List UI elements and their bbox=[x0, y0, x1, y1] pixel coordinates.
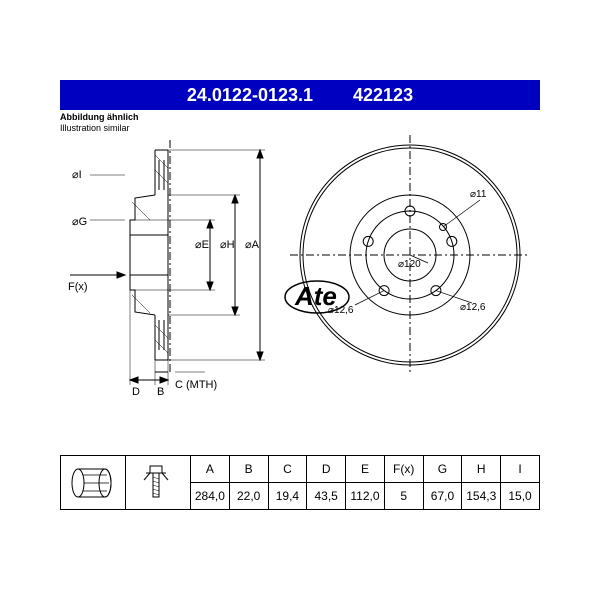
svg-text:Ate: Ate bbox=[294, 281, 337, 311]
part-number-secondary: 422123 bbox=[353, 85, 413, 106]
cell-value: 112,0 bbox=[346, 483, 385, 510]
col-header: E bbox=[346, 456, 385, 483]
dimension-table: A B C D E F(x) G H I 284,0 22,0 19,4 43,… bbox=[60, 455, 540, 510]
technical-diagram: ⌀I ⌀G ⌀E ⌀H ⌀A F(x) D B C (MTH) bbox=[60, 120, 540, 450]
table-header-row: A B C D E F(x) G H I bbox=[61, 456, 540, 483]
col-header: B bbox=[229, 456, 268, 483]
cell-value: 284,0 bbox=[191, 483, 230, 510]
header-bar: 24.0122-0123.1 422123 bbox=[60, 80, 540, 110]
part-number-primary: 24.0122-0123.1 bbox=[187, 85, 313, 106]
bolt-icon bbox=[128, 462, 183, 504]
col-header: F(x) bbox=[384, 456, 423, 483]
svg-text:⌀I: ⌀I bbox=[72, 169, 82, 181]
cell-value: 5 bbox=[384, 483, 423, 510]
svg-text:B: B bbox=[157, 386, 164, 398]
svg-text:⌀E: ⌀E bbox=[195, 239, 209, 251]
container: 24.0122-0123.1 422123 Abbildung ähnlich … bbox=[0, 0, 600, 600]
col-header: G bbox=[423, 456, 462, 483]
cell-value: 43,5 bbox=[307, 483, 346, 510]
cell-value: 15,0 bbox=[501, 483, 540, 510]
cell-value: 154,3 bbox=[462, 483, 501, 510]
svg-text:⌀12,6: ⌀12,6 bbox=[460, 302, 486, 313]
col-header: C bbox=[268, 456, 307, 483]
front-view bbox=[290, 135, 530, 375]
svg-text:⌀11: ⌀11 bbox=[470, 189, 487, 200]
col-header: I bbox=[501, 456, 540, 483]
svg-text:D: D bbox=[132, 386, 140, 398]
cell-value: 19,4 bbox=[268, 483, 307, 510]
svg-text:⌀A: ⌀A bbox=[245, 239, 260, 251]
brand-logo: Ate bbox=[285, 281, 349, 313]
svg-text:F(x): F(x) bbox=[68, 281, 88, 293]
bolt-icon-cell bbox=[126, 456, 191, 510]
svg-text:⌀H: ⌀H bbox=[220, 239, 235, 251]
svg-text:⌀G: ⌀G bbox=[72, 216, 87, 228]
col-header: D bbox=[307, 456, 346, 483]
svg-text:C (MTH): C (MTH) bbox=[175, 379, 217, 391]
side-view bbox=[70, 140, 265, 385]
svg-text:⌀120: ⌀120 bbox=[398, 259, 421, 270]
cell-value: 67,0 bbox=[423, 483, 462, 510]
cell-value: 22,0 bbox=[229, 483, 268, 510]
col-header: A bbox=[191, 456, 230, 483]
ventilated-rotor-icon bbox=[63, 462, 118, 504]
rotor-icon-cell bbox=[61, 456, 126, 510]
col-header: H bbox=[462, 456, 501, 483]
